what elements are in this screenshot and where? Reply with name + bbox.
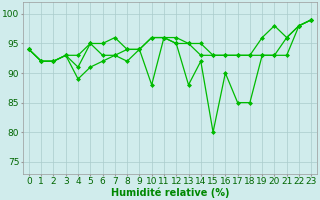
X-axis label: Humidité relative (%): Humidité relative (%) (111, 187, 229, 198)
